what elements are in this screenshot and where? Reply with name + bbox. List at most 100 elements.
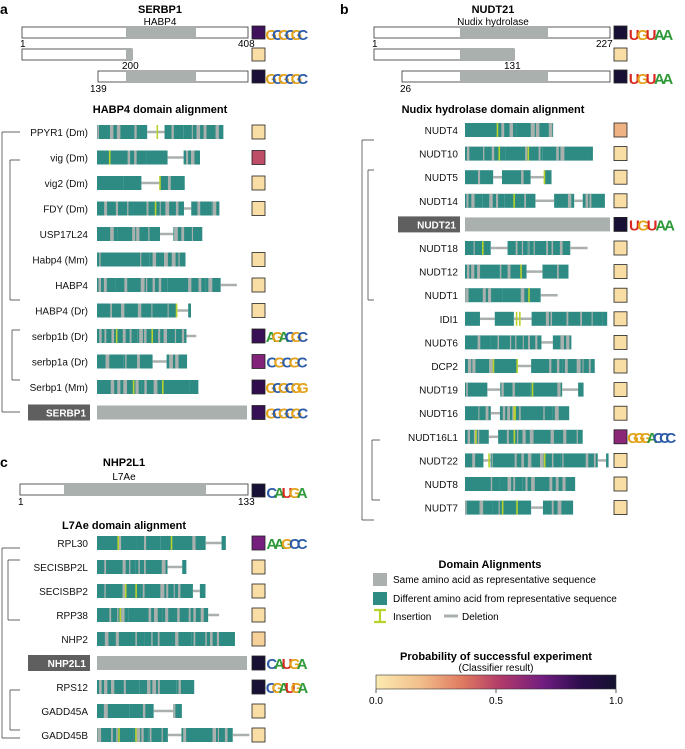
panel-c-row-segment <box>148 728 168 742</box>
panel-a-row-match-stripe <box>191 125 193 139</box>
panel-b-domain-label: Nudix hydrolase <box>457 17 529 28</box>
panel-a-row-segment <box>183 125 224 139</box>
panel-b-row-segment <box>465 288 481 303</box>
panel-b-row: NUDT5 <box>425 169 628 185</box>
panel-c-row-prob-swatch <box>251 631 266 647</box>
panel-c-row-label: NHP2 <box>61 635 88 646</box>
panel-a-construct-2-domain <box>126 49 132 60</box>
panel-b-row-match-stripe <box>491 453 493 468</box>
panel-b-construct-1-motif-letter: A <box>654 27 665 44</box>
panel-b-row-prob-swatch <box>613 216 628 232</box>
panel-a-row-match-stripe <box>104 329 107 343</box>
panel-a-construct-1-prob-swatch <box>251 25 266 40</box>
panel-a-row-match-stripe <box>169 354 173 369</box>
panel-c-row-match-stripe <box>200 608 204 622</box>
panel-b-row-segment <box>465 264 500 279</box>
panel-b-row: NUDT16 <box>419 405 628 421</box>
panel-c-row-match-stripe <box>216 632 220 646</box>
panel-a-row-match-stripe <box>111 329 115 343</box>
panel-c-row-motif-letter: C <box>266 680 277 697</box>
panel-b-row-match-stripe <box>519 406 521 421</box>
panel-c-row-segment <box>97 560 136 574</box>
panel-a-row-segment <box>141 380 190 394</box>
panel-a-row-match-stripe <box>134 125 137 139</box>
panel-a-row-prob-swatch <box>251 277 266 293</box>
panel-c-row-match-stripe <box>142 704 146 718</box>
panel-c-row-label-highlight <box>28 655 90 671</box>
panel-a-construct-1-motif-letter: G <box>291 27 303 44</box>
panel-b-row-segment <box>602 311 608 326</box>
legend-insertion-label: Insertion <box>393 612 431 623</box>
panel-b-row-match-stripe <box>576 359 581 373</box>
panel-b-row-match-stripe <box>538 146 541 161</box>
panel-b-row-prob-swatch <box>613 169 628 185</box>
panel-a-construct-3-motif-letter: G <box>265 71 277 88</box>
panel-c-row-match-stripe <box>116 728 118 742</box>
panel-b-row-match-stripe <box>495 193 499 208</box>
panel-b-row-label: NUDT21 <box>417 220 456 231</box>
panel-a-letter: a <box>0 1 8 17</box>
panel-b-row-match-stripe <box>528 335 531 350</box>
panel-a-row-motif-letter: G <box>278 406 290 423</box>
panel-a-tree <box>1 131 20 413</box>
panel-c-row-prob-swatch <box>251 679 266 695</box>
panel-a-row-match-stripe <box>163 329 168 343</box>
panel-b-row-match-stripe <box>543 406 545 421</box>
panel-c-row-motif-letter: A <box>297 656 308 673</box>
panel-a-row-label: Serbp1 (Mm) <box>30 383 88 394</box>
panel-c-row-label: RPP38 <box>56 611 88 622</box>
panel-b-row-match-stripe <box>466 264 470 279</box>
panel-b-row-prob-swatch <box>613 476 628 492</box>
panel-c-row-match-stripe <box>147 680 151 694</box>
panel-b-row-prob-swatch <box>613 405 628 421</box>
panel-b-row-match-stripe <box>535 335 538 350</box>
panel-b-construct-1-motif-letter: A <box>662 27 673 44</box>
panel-c-row-match-stripe <box>188 608 191 622</box>
panel-b-construct-3-motif-letter: A <box>654 71 665 88</box>
panel-c-row-motif-letter: G <box>289 656 301 673</box>
panel-a-row-match-stripe <box>175 354 179 369</box>
panel-b-row-segment <box>465 123 517 137</box>
panel-c-row-match-stripe <box>122 560 126 574</box>
panel-a-row-match-stripe <box>136 227 140 241</box>
panel-b-row-match-stripe <box>489 359 493 373</box>
panel-b-row-match-stripe <box>479 500 484 515</box>
panel-c-row-match-stripe <box>111 728 113 742</box>
panel-b-row-match-stripe <box>557 264 559 279</box>
panel-b-row: IDI1 <box>440 311 628 327</box>
panel-a-row-match-stripe <box>129 329 132 343</box>
panel-a-row-match-stripe <box>140 252 142 267</box>
panel-c-row: GADD45A <box>41 703 266 719</box>
panel-b-row-label: NUDT6 <box>425 338 459 349</box>
panel-c-row-label: GADD45A <box>41 707 88 718</box>
panel-c-row-match-stripe <box>152 680 157 694</box>
panel-b-row-match-stripe <box>472 359 476 373</box>
panel-c-row-segment <box>173 704 182 718</box>
panel-a-row-label-highlight <box>28 404 90 421</box>
panel-c-row-match-stripe <box>161 560 166 574</box>
panel-c-row-motif-letter: A <box>278 680 289 697</box>
panel-c-row-match-stripe <box>129 560 131 574</box>
panel-a-row-match-stripe <box>98 278 102 292</box>
panel-b-row-match-stripe <box>513 477 516 491</box>
panel-a-row-match-stripe <box>109 125 114 139</box>
panel-c-row-motif-letter: G <box>281 536 293 553</box>
panel-a-row-prob-swatch <box>251 405 266 420</box>
panel-c-row-match-stripe <box>224 728 228 742</box>
panel-c-row-segment <box>221 536 226 550</box>
panel-a-construct-3-prob-swatch <box>251 69 266 84</box>
panel-b-construct-1-motif-letter: G <box>637 27 649 44</box>
panel-a-row-match-stripe <box>103 278 107 292</box>
panel-a-row-match-stripe <box>140 278 145 292</box>
panel-c-row-match-stripe <box>173 584 175 598</box>
panel-b-row-match-stripe <box>580 311 583 326</box>
panel-c-row-segment <box>97 536 137 550</box>
panel-b-row-motif-letter: A <box>664 217 675 234</box>
panel-c-row-match-stripe <box>103 704 108 718</box>
panel-b-row-prob-swatch <box>613 311 628 327</box>
panel-c-row: NHP2 <box>61 631 266 647</box>
